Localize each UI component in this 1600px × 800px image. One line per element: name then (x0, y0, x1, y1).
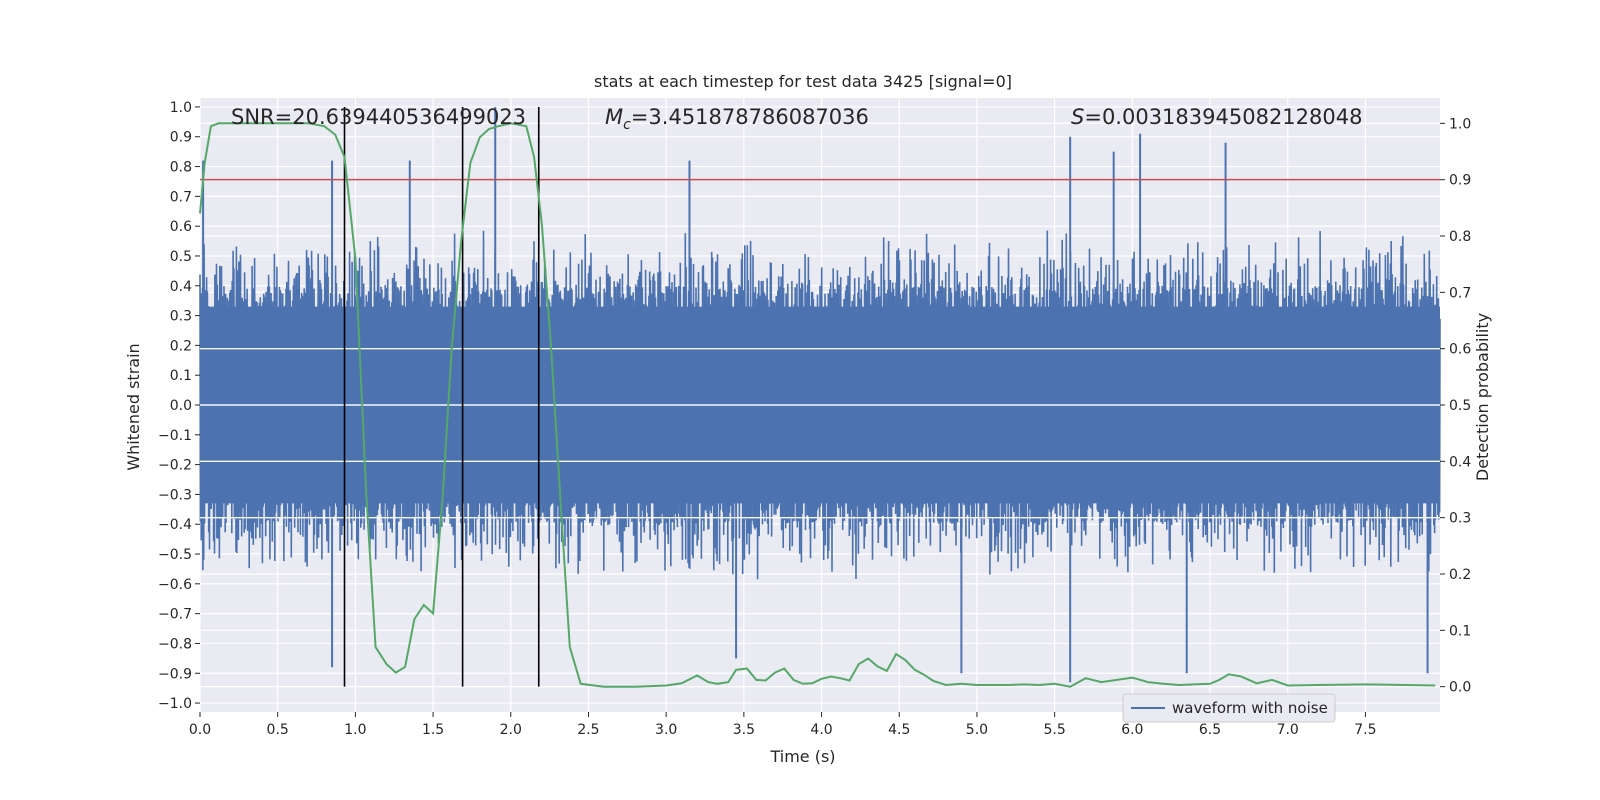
x-tick-label: 3.0 (655, 722, 677, 738)
x-tick-label: 0.0 (189, 722, 211, 738)
snr-annotation: SNR=20.639440536499023 (231, 105, 526, 129)
detection-probability-line (199, 122, 1436, 688)
y2-tick-label: 0.0 (1449, 680, 1471, 696)
legend-box (1122, 693, 1336, 723)
x-tick-label: 2.0 (500, 722, 522, 738)
x-tick-label: 7.5 (1354, 722, 1376, 738)
y-tick-label: −0.5 (158, 547, 192, 563)
mc-symbol: M (605, 105, 623, 129)
y2-tick-label: 0.8 (1449, 229, 1471, 245)
y-tick-label: 0.4 (170, 279, 192, 295)
s-symbol: S (1071, 105, 1084, 129)
legend-label-waveform: waveform with noise (1172, 699, 1328, 717)
mc-value: =3.451878786087036 (631, 105, 869, 129)
x-tick-label: 5.5 (1044, 722, 1066, 738)
x-tick-label: 2.5 (577, 722, 599, 738)
y-tick-label: 0.2 (170, 338, 192, 354)
y2-axis-label: Detection probability (1473, 313, 1492, 481)
x-tick-label: 5.0 (966, 722, 988, 738)
x-tick-label: 6.0 (1121, 722, 1143, 738)
x-tick-label: 4.5 (888, 722, 910, 738)
annotation-chirp-mass: Mc=3.451878786087036 (605, 105, 869, 133)
y2-tick-label: 0.4 (1449, 454, 1471, 470)
y2-tick-label: 0.6 (1449, 342, 1471, 358)
x-tick-label: 0.5 (267, 722, 289, 738)
y-tick-label: 0.1 (170, 368, 192, 384)
chirp-mass-annotation: Mc=3.451878786087036 (605, 105, 869, 133)
x-axis-label: Time (s) (769, 747, 835, 766)
x-tick-label: 1.5 (422, 722, 444, 738)
y-tick-label: 0.7 (170, 189, 192, 205)
y2-tick-label: 1.0 (1449, 116, 1471, 132)
legend: waveform with noise (1122, 693, 1336, 723)
y-tick-label: −0.1 (158, 428, 192, 444)
y-tick-label: −1.0 (158, 696, 192, 712)
annotation-snr: SNR=20.639440536499023 (231, 105, 526, 129)
y2-tick-label: 0.2 (1449, 567, 1471, 583)
y-tick-label: 0.0 (170, 398, 192, 414)
mc-subscript: c (623, 117, 631, 133)
y-tick-label: −0.7 (158, 607, 192, 623)
y2-tick-label: 0.9 (1449, 173, 1471, 189)
y-tick-label: 0.5 (170, 249, 192, 265)
x-tick-label: 3.5 (733, 722, 755, 738)
y-tick-label: 1.0 (170, 100, 192, 116)
x-tick-label: 6.5 (1199, 722, 1221, 738)
y2-tick-label: 0.3 (1449, 511, 1471, 527)
y2-tick-label: 0.1 (1449, 623, 1471, 639)
y-tick-label: −0.9 (158, 666, 192, 682)
x-tick-label: 7.0 (1277, 722, 1299, 738)
y-tick-label: −0.4 (158, 517, 192, 533)
waveform-line (199, 230, 1441, 580)
y2-tick-label: 0.5 (1449, 398, 1471, 414)
y2-tick-label: 0.7 (1449, 285, 1471, 301)
annotation-s: S=0.003183945082128048 (1071, 105, 1362, 129)
s-value: =0.003183945082128048 (1084, 105, 1362, 129)
y-tick-label: 0.6 (170, 219, 192, 235)
y-tick-label: −0.2 (158, 458, 192, 474)
s-annotation: S=0.003183945082128048 (1071, 105, 1362, 129)
y-tick-label: 0.9 (170, 130, 192, 146)
y-tick-label: −0.8 (158, 636, 192, 652)
y-tick-label: 0.8 (170, 160, 192, 176)
y-tick-label: −0.3 (158, 487, 192, 503)
y-tick-label: −0.6 (158, 577, 192, 593)
x-tick-label: 1.0 (344, 722, 366, 738)
y-axis-label: Whitened strain (124, 343, 143, 470)
x-tick-label: 4.0 (810, 722, 832, 738)
chart-title: stats at each timestep for test data 342… (594, 72, 1012, 91)
y-tick-label: 0.3 (170, 309, 192, 325)
